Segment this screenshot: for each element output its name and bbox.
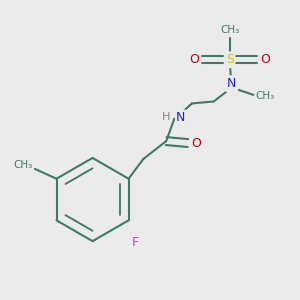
Text: O: O: [191, 136, 201, 150]
Text: O: O: [260, 53, 270, 66]
Text: N: N: [176, 111, 185, 124]
Text: CH₃: CH₃: [256, 91, 275, 100]
Text: H: H: [162, 112, 170, 122]
Text: N: N: [227, 77, 236, 90]
Text: S: S: [226, 53, 234, 66]
Text: F: F: [132, 236, 139, 249]
Text: CH₃: CH₃: [220, 25, 239, 35]
Text: CH₃: CH₃: [13, 160, 32, 170]
Text: O: O: [189, 53, 199, 66]
